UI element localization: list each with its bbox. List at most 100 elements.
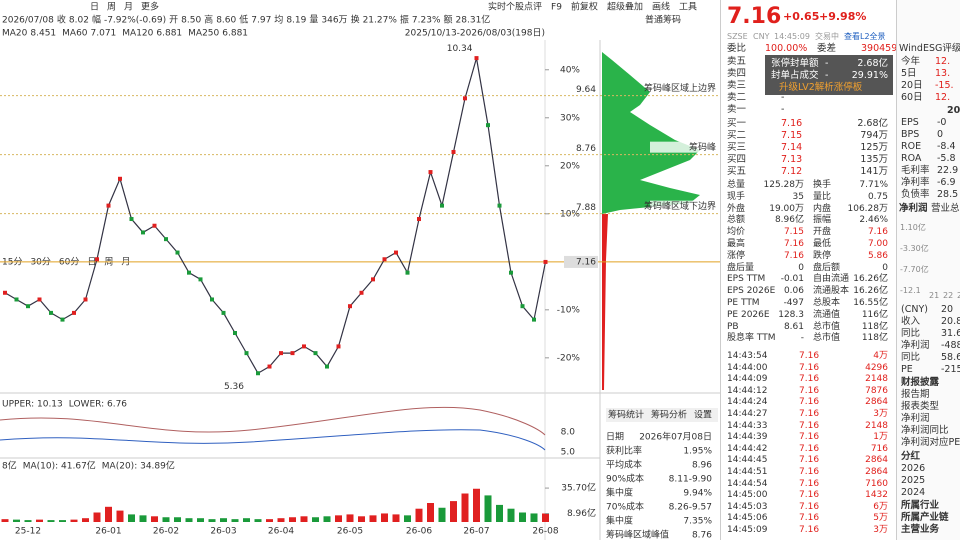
stat: 总股本 bbox=[813, 298, 841, 308]
close-point bbox=[279, 351, 283, 356]
limit-info: 2.68亿 bbox=[857, 58, 888, 69]
return-value: 13. bbox=[935, 68, 951, 79]
tool-button[interactable]: 画线 bbox=[652, 1, 670, 13]
upgrade-link[interactable]: 升级LV2解析涨停板 bbox=[779, 82, 863, 93]
fin-label: (CNY) bbox=[901, 304, 928, 315]
chip-distribution bbox=[602, 52, 700, 214]
period-tab[interactable]: 日 bbox=[90, 2, 99, 13]
ratio-value: -5.8 bbox=[937, 153, 956, 164]
ratio-value: -0 bbox=[937, 117, 947, 128]
limit-info: - bbox=[825, 70, 829, 81]
tick: 7.16 bbox=[799, 525, 820, 535]
ratio-label: EPS bbox=[901, 117, 919, 128]
tick: 7.16 bbox=[799, 385, 820, 396]
chip-distribution bbox=[602, 214, 608, 390]
quote-item: 2026/07/08 bbox=[2, 16, 54, 26]
date-label: 26-04 bbox=[268, 527, 294, 537]
volume-bar bbox=[277, 518, 285, 522]
stat: 股息率 TTM bbox=[727, 333, 776, 344]
tool-button[interactable]: 工具 bbox=[679, 2, 697, 13]
volume-bar bbox=[162, 517, 170, 522]
meta: SZSE bbox=[727, 32, 748, 41]
stat: -0.01 bbox=[780, 274, 804, 285]
ratio-label: BPS bbox=[901, 129, 920, 140]
tick: 7.16 bbox=[799, 409, 820, 419]
tick: 14:44:00 bbox=[727, 362, 768, 373]
volume-bar bbox=[404, 515, 411, 522]
period-tab[interactable]: 月 bbox=[124, 2, 133, 13]
volume-label: 35.70亿 bbox=[561, 482, 596, 494]
volume-bar bbox=[220, 518, 227, 522]
bid: 7.13 bbox=[781, 154, 803, 165]
stat: 7.16 bbox=[867, 227, 888, 238]
stat: 振幅 bbox=[813, 215, 832, 226]
tick: 14:45:09 bbox=[727, 525, 768, 535]
indicator-band bbox=[0, 429, 546, 451]
close-point bbox=[72, 310, 76, 315]
tick: 2148 bbox=[865, 374, 888, 385]
tool-button[interactable]: 前复权 bbox=[571, 1, 598, 13]
quote-item: 幅 bbox=[92, 14, 101, 26]
close-point bbox=[543, 259, 548, 264]
close-point bbox=[509, 270, 513, 275]
tool-button[interactable]: F9 bbox=[551, 3, 562, 13]
ma-value: 7.071 bbox=[91, 29, 117, 39]
stat: 128.3 bbox=[778, 309, 804, 320]
tick: 7.16 bbox=[799, 501, 820, 512]
tool-button[interactable]: 超级叠加 bbox=[607, 1, 643, 13]
close-point bbox=[95, 257, 99, 262]
limit-info: 张停封单额 bbox=[771, 58, 819, 69]
date-label: 26-08 bbox=[532, 527, 558, 537]
ma-name: MA120 bbox=[122, 29, 153, 39]
close-point bbox=[451, 149, 456, 154]
tick: 14:45:06 bbox=[727, 513, 768, 524]
bid: 买二 bbox=[727, 130, 747, 141]
volume-bar bbox=[461, 493, 469, 522]
stats-label: 获利比率 bbox=[606, 445, 642, 457]
tick: 4296 bbox=[865, 362, 888, 373]
stats-tab[interactable]: 筹码分析 bbox=[651, 409, 687, 421]
stats-tab[interactable]: 筹码统计 bbox=[608, 409, 644, 421]
plot-bg bbox=[0, 40, 600, 390]
stats-tab[interactable]: 设置 bbox=[694, 410, 712, 421]
volume-bar bbox=[231, 519, 239, 522]
stat: 118亿 bbox=[861, 333, 888, 344]
volume-bar bbox=[139, 515, 147, 522]
change: +0.65 bbox=[783, 10, 820, 23]
mini-year: 21 bbox=[929, 291, 940, 300]
pct-label: 10% bbox=[560, 209, 580, 219]
stats-tabs-bg bbox=[606, 408, 718, 422]
chip-label: 筹码峰区域上边界 bbox=[644, 82, 716, 94]
bid: 买一 bbox=[727, 118, 747, 129]
quote-item: 量 bbox=[309, 15, 318, 26]
fin-tab: 营业总收 bbox=[931, 203, 960, 214]
tick: 7.16 bbox=[799, 467, 820, 477]
indicator-tick: 8.0 bbox=[561, 428, 576, 438]
stats-label: 日期 bbox=[606, 432, 624, 443]
pct-label: 30% bbox=[560, 113, 580, 123]
bid: 7.16 bbox=[781, 118, 803, 129]
mini-year: 22 bbox=[943, 291, 954, 300]
stats-label: 70%成本 bbox=[606, 501, 644, 513]
volume-bar bbox=[519, 512, 526, 522]
tick: 7.16 bbox=[799, 420, 820, 431]
stat: 开盘 bbox=[813, 227, 832, 238]
ma-name: MA250 bbox=[188, 29, 219, 39]
col-head: 20 bbox=[947, 105, 960, 116]
fin-value: -215 bbox=[941, 364, 960, 375]
stat: 涨停 bbox=[727, 250, 746, 261]
ask: 卖四 bbox=[727, 68, 747, 79]
fin-tab: 净利润 bbox=[899, 203, 928, 214]
chip-label-bg bbox=[650, 82, 718, 94]
tick: 1万 bbox=[873, 432, 888, 443]
chip-label: 筹码峰 bbox=[689, 141, 716, 153]
period-tab[interactable]: 更多 bbox=[141, 1, 159, 13]
meta: 查看L2全景 bbox=[844, 32, 886, 41]
tool-button[interactable]: 实时个股点评 bbox=[488, 1, 542, 13]
volume-bar bbox=[116, 510, 124, 522]
period-tab[interactable]: 周 bbox=[107, 2, 116, 13]
report-item: 报告期 bbox=[901, 389, 930, 400]
stat: EPS TTM bbox=[727, 274, 766, 285]
close-point bbox=[37, 297, 42, 302]
close-point bbox=[394, 250, 398, 255]
